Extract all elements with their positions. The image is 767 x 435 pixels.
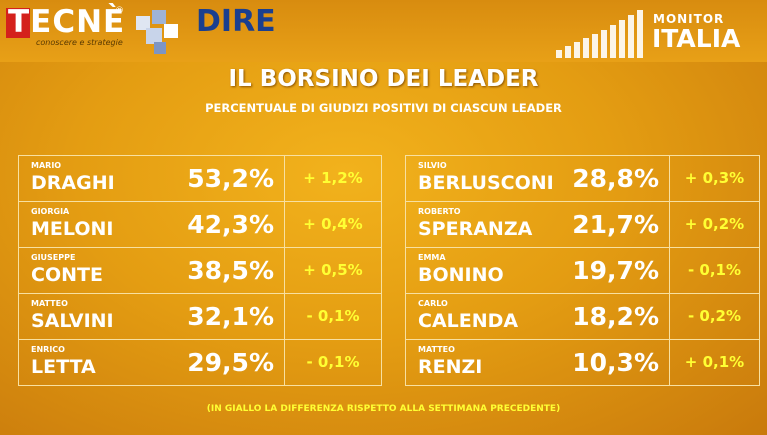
name-cell: MATTEO SALVINI [19,294,179,339]
leader-row: CARLO CALENDA 18,2% - 0,2% [406,293,759,339]
monitor-bars [556,10,643,58]
last-name: CALENDA [418,310,519,332]
name-cell: CARLO CALENDA [406,294,566,339]
logo-tagline: conoscere e strategie [36,38,123,47]
name-cell: ENRICO LETTA [19,340,179,385]
first-name: ROBERTO [418,207,461,216]
logo-mark: ® [115,6,124,16]
name-cell: SILVIO BERLUSCONI [406,156,566,201]
leader-row: MARIO DRAGHI 53,2% + 1,2% [19,156,381,201]
value: 42,3% [187,210,274,239]
change: + 0,2% [669,202,759,247]
change: + 0,3% [669,156,759,201]
logo-dire: DIRE [196,4,276,39]
change: + 0,5% [284,248,381,293]
leader-row: MATTEO RENZI 10,3% + 0,1% [406,339,759,385]
name-cell: EMMA BONINO [406,248,566,293]
first-name: MATTEO [31,299,68,308]
value: 10,3% [572,348,659,377]
last-name: RENZI [418,356,483,378]
value: 32,1% [187,302,274,331]
title: IL BORSINO DEI LEADER [228,66,539,92]
change: + 1,2% [284,156,381,201]
name-cell: ROBERTO SPERANZA [406,202,566,247]
leader-table: MARIO DRAGHI 53,2% + 1,2% GIORGIA MELONI 42,3%… [18,155,382,386]
last-name: DRAGHI [31,172,115,194]
value: 18,2% [572,302,659,331]
leader-row: ROBERTO SPERANZA 21,7% + 0,2% [406,201,759,247]
leader-row: ENRICO LETTA 29,5% - 0,1% [19,339,381,385]
leader-row: MATTEO SALVINI 32,1% - 0,1% [19,293,381,339]
first-name: MARIO [31,161,62,170]
last-name: CONTE [31,264,103,286]
change: - 0,1% [284,294,381,339]
last-name: MELONI [31,218,114,240]
last-name: SPERANZA [418,218,533,240]
leader-row: EMMA BONINO 19,7% - 0,1% [406,247,759,293]
first-name: CARLO [418,299,448,308]
value: 53,2% [187,164,274,193]
italia-label: ITALIA [652,24,741,53]
first-name: GIUSEPPE [31,253,76,262]
value: 38,5% [187,256,274,285]
logo-box [6,8,30,38]
leader-table: SILVIO BERLUSCONI 28,8% + 0,3% ROBERTO SPERAN… [405,155,760,386]
name-cell: MARIO DRAGHI [19,156,179,201]
last-name: SALVINI [31,310,114,332]
change: - 0,1% [284,340,381,385]
value: 28,8% [572,164,659,193]
last-name: LETTA [31,356,96,378]
value: 19,7% [572,256,659,285]
leader-row: GIUSEPPE CONTE 38,5% + 0,5% [19,247,381,293]
first-name: EMMA [418,253,446,262]
value: 21,7% [572,210,659,239]
value: 29,5% [187,348,274,377]
first-name: MATTEO [418,345,455,354]
first-name: GIORGIA [31,207,70,216]
change: + 0,4% [284,202,381,247]
leader-row: SILVIO BERLUSCONI 28,8% + 0,3% [406,156,759,201]
name-cell: MATTEO RENZI [406,340,566,385]
name-cell: GIUSEPPE CONTE [19,248,179,293]
last-name: BONINO [418,264,504,286]
first-name: ENRICO [31,345,65,354]
leader-row: GIORGIA MELONI 42,3% + 0,4% [19,201,381,247]
subtitle: PERCENTUALE DI GIUDIZI POSITIVI DI CIASC… [205,101,562,115]
logo-tecne: TECNÈ [8,4,126,40]
first-name: SILVIO [418,161,447,170]
monitor-label: MONITOR [653,12,725,26]
change: - 0,1% [669,248,759,293]
logo-cubes [136,10,178,54]
change: - 0,2% [669,294,759,339]
footnote: (IN GIALLO LA DIFFERENZA RISPETTO ALLA S… [206,404,561,414]
name-cell: GIORGIA MELONI [19,202,179,247]
last-name: BERLUSCONI [418,172,554,194]
change: + 0,1% [669,340,759,385]
